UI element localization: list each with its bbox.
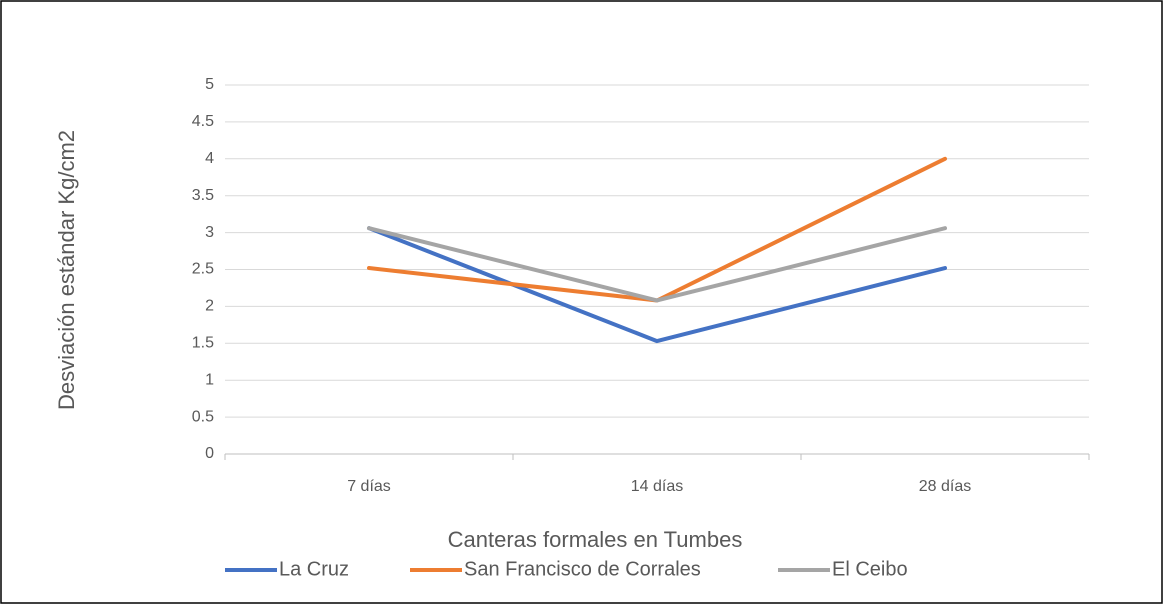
y-tick-label: 3 [205,224,214,241]
x-tick-label: 14 días [631,478,683,495]
x-tick-label: 7 días [347,478,391,495]
y-tick-label: 4.5 [192,113,214,130]
legend-label: La Cruz [279,558,349,580]
y-tick-label: 2.5 [192,261,214,278]
x-tick-label: 28 días [919,478,971,495]
series-line [367,226,947,344]
y-tick-label: 2 [205,298,214,315]
series-line [367,226,947,303]
y-axis-title: Desviación estándar Kg/cm2 [54,130,79,410]
y-tick-label: 5 [205,76,214,93]
y-tick-label: 0.5 [192,408,214,425]
legend-label: San Francisco de Corrales [464,558,701,580]
x-axis-title: Canteras formales en Tumbes [448,527,743,552]
y-tick-label: 1.5 [192,335,214,352]
y-tick-label: 1 [205,371,214,388]
legend-label: El Ceibo [832,558,908,580]
y-tick-label: 3.5 [192,187,214,204]
y-tick-label: 4 [205,150,214,167]
y-tick-label: 0 [205,445,214,462]
